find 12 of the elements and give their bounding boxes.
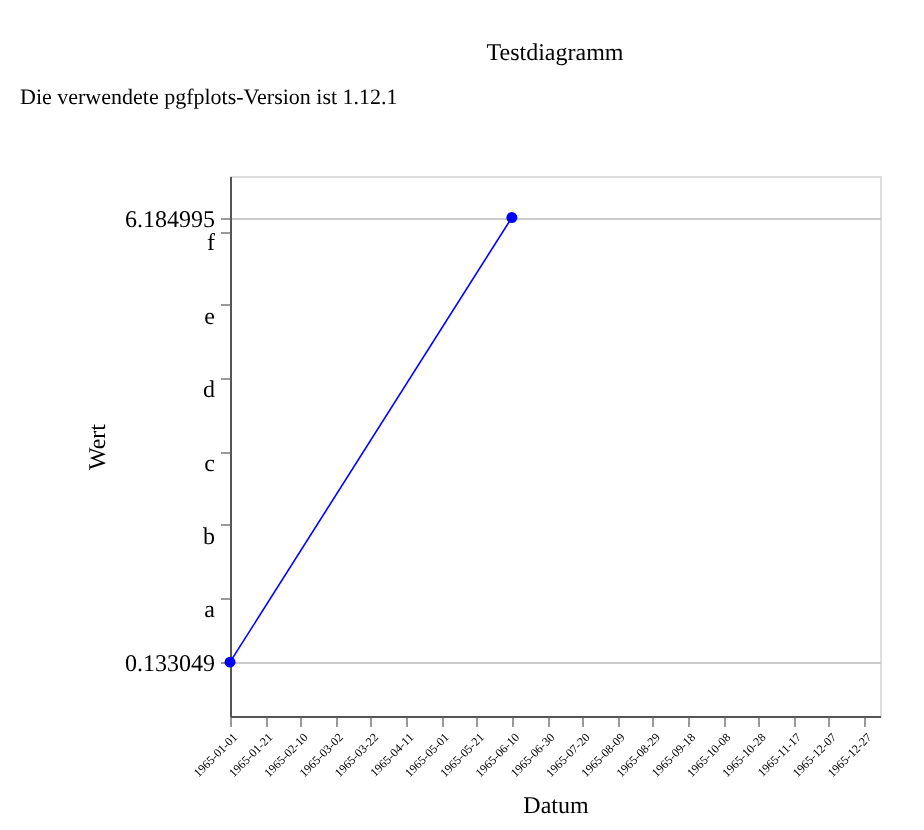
- text: Die verwendete pgfplots-Version ist 1.12.1: [20, 86, 398, 110]
- y-axis-title: Wert: [83, 422, 111, 471]
- y-tick-label: d: [203, 375, 215, 404]
- y-tick-label: e: [204, 301, 215, 330]
- y-tick-label: b: [203, 521, 215, 550]
- y-tick-label: 6.184995: [125, 204, 215, 233]
- y-tick-label: a: [204, 595, 217, 624]
- chart-title: Testdiagramm: [486, 38, 625, 66]
- y-tick-label: c: [204, 448, 215, 477]
- y-tick-label: f: [207, 228, 215, 257]
- y-tick-label: 0.133049: [125, 649, 215, 678]
- x-axis-title: Datum: [523, 791, 590, 820]
